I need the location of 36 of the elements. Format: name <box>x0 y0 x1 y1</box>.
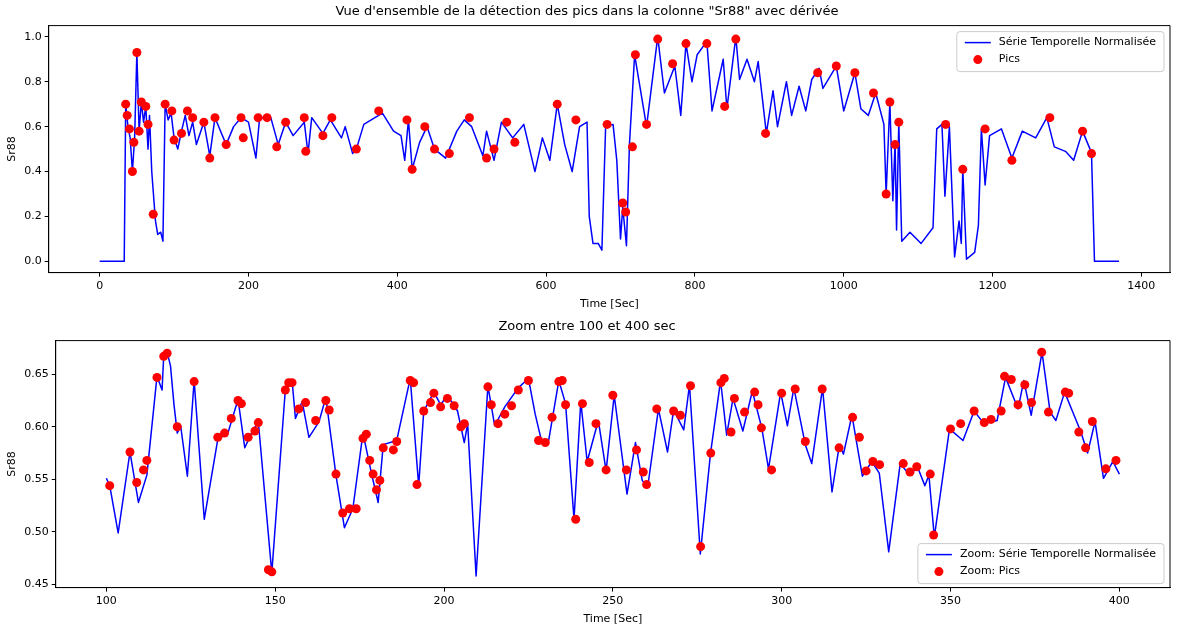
legend-label: Zoom: Pics <box>959 564 1021 578</box>
legend-label: Pics <box>998 52 1021 66</box>
x-tick-label: 100 <box>95 594 117 608</box>
legend-label: Zoom: Série Temporelle Normalisée <box>959 547 1157 561</box>
x-tick-label: 200 <box>237 279 259 293</box>
x-tick-label: 1000 <box>829 279 858 293</box>
x-tick-label: 800 <box>684 279 706 293</box>
x-tick-label: 400 <box>386 279 408 293</box>
y-tick-label: 0.6 <box>24 119 42 133</box>
chart-title: Vue d'ensemble de la détection des pics dans la colonne "Sr88" avec dérivée <box>335 3 839 19</box>
x-tick-label: 1200 <box>978 279 1007 293</box>
y-tick-label: 0.45 <box>24 577 49 591</box>
x-tick-label: 400 <box>1108 594 1130 608</box>
x-tick-label: 0 <box>96 279 104 293</box>
chart-title: Zoom entre 100 et 400 sec <box>498 318 676 334</box>
x-tick-label: 350 <box>940 594 962 608</box>
x-tick-label: 250 <box>602 594 624 608</box>
x-tick-label: 150 <box>264 594 286 608</box>
y-axis-title: Sr88 <box>5 136 19 162</box>
y-tick-label: 0.0 <box>24 254 42 268</box>
y-tick-label: 1.0 <box>24 29 42 43</box>
y-tick-label: 0.4 <box>24 164 42 178</box>
x-axis-title: Time [Sec] <box>582 612 643 626</box>
x-tick-label: 300 <box>771 594 793 608</box>
x-tick-label: 200 <box>433 594 455 608</box>
y-tick-label: 0.55 <box>24 472 49 486</box>
y-tick-label: 0.50 <box>24 524 49 538</box>
y-tick-label: 0.8 <box>24 74 42 88</box>
x-axis-title: Time [Sec] <box>578 297 639 311</box>
y-tick-label: 0.60 <box>24 419 49 433</box>
y-tick-label: 0.2 <box>24 209 42 223</box>
y-tick-label: 0.65 <box>24 367 49 381</box>
x-tick-label: 600 <box>535 279 557 293</box>
x-tick-label: 1400 <box>1127 279 1156 293</box>
legend-label: Série Temporelle Normalisée <box>998 35 1157 49</box>
y-axis-title: Sr88 <box>5 451 19 477</box>
